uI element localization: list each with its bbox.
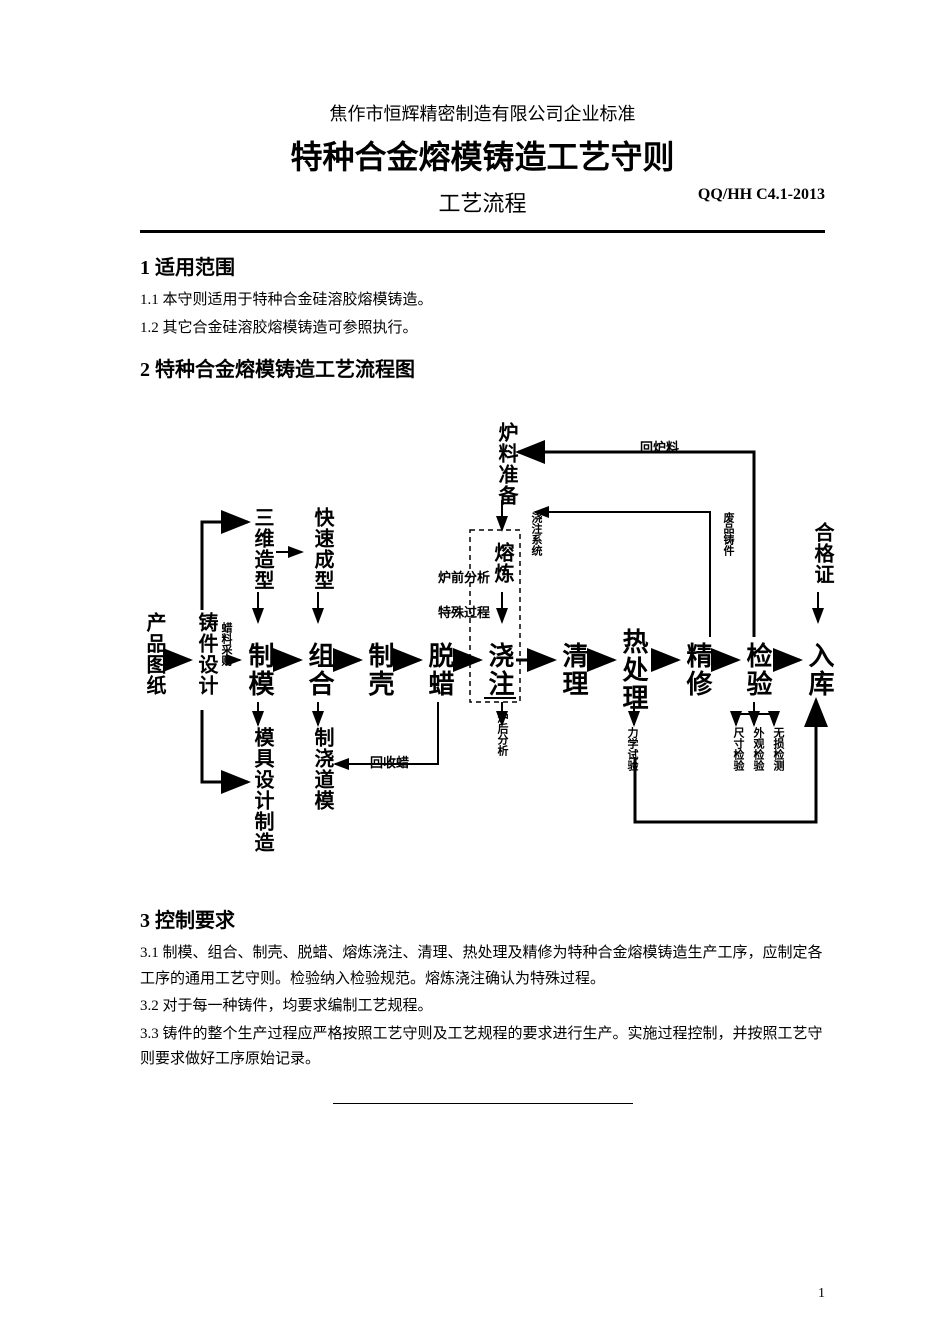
flow-node-cert: 合格证 — [808, 522, 837, 585]
flow-node-dewax: 脱蜡 — [422, 642, 459, 698]
flow-node-scrap: 废品铸件 — [720, 512, 736, 556]
header-title: 特种合金熔模铸造工艺守则 — [140, 132, 825, 178]
section-3-title: 3 控制要求 — [140, 904, 825, 933]
flow-node-melting: 熔炼 — [488, 542, 517, 584]
flow-node-mech_test: 力学试验 — [624, 727, 640, 771]
flow-node-rapid_proto: 快速成型 — [308, 507, 337, 591]
flow-node-storage: 入库 — [802, 642, 839, 698]
flow-node-product_drawing: 产品图纸 — [140, 612, 169, 696]
flow-node-ndt: 无损检测 — [770, 727, 786, 771]
flow-node-mold_design: 模具设计制造 — [248, 727, 277, 853]
flow-node-furnace_prep: 炉料准备 — [492, 422, 521, 506]
flow-node-dim_check: 尺寸检验 — [730, 727, 746, 771]
para-1-1: 1.1 本守则适用于特种合金硅溶胶熔模铸造。 — [140, 288, 825, 314]
flow-node-cleaning: 清理 — [556, 642, 593, 698]
process-flowchart: 产品图纸铸件设计蜡料采购 三维造型制模模具设计制造 快速成型组合制浇道模制壳脱蜡回收… — [140, 392, 840, 892]
flow-node-inspection: 检验 — [740, 642, 777, 698]
flow-node-assembly: 组合 — [302, 642, 339, 698]
section-1-title: 1 适用范围 — [140, 251, 825, 280]
flow-node-finishing: 精修 — [680, 642, 717, 698]
header-org: 焦作市恒辉精密制造有限公司企业标准 — [140, 100, 825, 126]
flow-node-gate_mold: 制浇道模 — [308, 727, 337, 811]
para-1-2: 1.2 其它合金硅溶胶熔模铸造可参照执行。 — [140, 316, 825, 342]
para-3-2: 3.2 对于每一种铸件，均要求编制工艺规程。 — [140, 994, 825, 1020]
flow-node-recycle_wax: 回收蜡 — [370, 752, 409, 771]
flow-node-visual_check: 外观检验 — [750, 727, 766, 771]
flow-node-return_material: 回炉料 — [640, 437, 679, 456]
header-rule — [140, 230, 825, 233]
flow-node-pouring: 浇注 — [482, 642, 519, 698]
flow-node-shell: 制壳 — [362, 642, 399, 698]
para-3-1: 3.1 制模、组合、制壳、脱蜡、熔炼浇注、清理、热处理及精修为特种合金熔模铸造生… — [140, 941, 825, 992]
header-code: QQ/HH C4.1-2013 — [698, 186, 825, 204]
section-2-title: 2 特种合金熔模铸造工艺流程图 — [140, 353, 825, 382]
para-3-3: 3.3 铸件的整个生产过程应严格按照工艺守则及工艺规程的要求进行生产。实施过程控… — [140, 1022, 825, 1073]
footer-rule — [333, 1103, 633, 1104]
flow-node-heat_treat: 热处理 — [616, 628, 653, 712]
flow-node-pouring_sys: 浇注系统 — [528, 512, 544, 556]
header-subtitle: 工艺流程 — [438, 186, 526, 218]
flow-node-special_process: 特殊过程 — [438, 602, 490, 621]
flow-node-casting_design: 铸件设计 — [192, 612, 221, 696]
flow-node-3d_modeling: 三维造型 — [248, 507, 277, 591]
flow-node-mold_making: 制模 — [242, 642, 279, 698]
flow-node-post_analysis: 炉后分析 — [494, 712, 510, 756]
page-number: 1 — [818, 1286, 825, 1302]
flow-node-pre_analysis: 炉前分析 — [438, 567, 490, 586]
header-sub-row: 工艺流程 QQ/HH C4.1-2013 — [140, 186, 825, 218]
flow-node-wax_purchase: 蜡料采购 — [218, 622, 234, 666]
